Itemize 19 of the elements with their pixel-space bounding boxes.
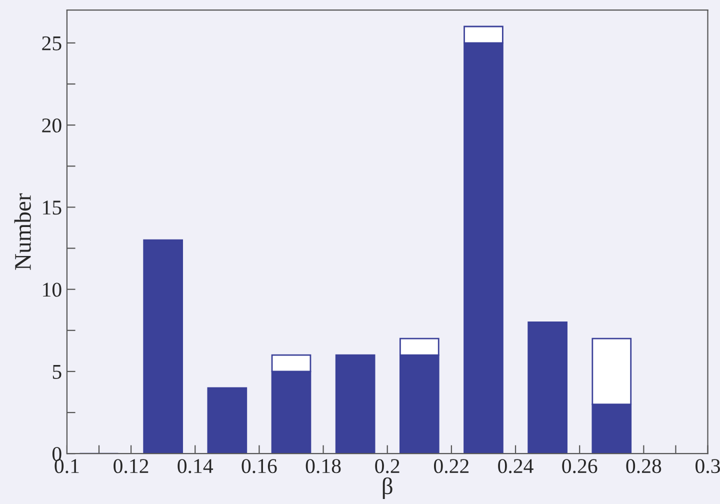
x-tick-label: 0.26 — [562, 459, 598, 474]
x-tick-label: 0.16 — [242, 459, 277, 474]
y-tick-label: 5 — [52, 365, 62, 379]
x-tick-label: 0.3 — [696, 459, 720, 474]
x-tick-label: 0.14 — [178, 459, 214, 474]
x-tick-label: 0.24 — [498, 459, 534, 474]
x-tick-label: 0.1 — [54, 459, 79, 474]
x-tick-label: 0.18 — [306, 459, 341, 474]
y-tick-label: 15 — [43, 200, 62, 215]
y-tick-label: 25 — [42, 36, 62, 50]
x-axis-title: β — [382, 477, 392, 500]
y-axis-title: Number — [14, 193, 31, 270]
y-tick-label: 10 — [43, 282, 62, 297]
x-tick-label: 0.28 — [626, 459, 662, 474]
y-tick-label: 20 — [42, 118, 62, 132]
x-tick-label: 0.2 — [375, 459, 400, 474]
x-tick-label: 0.12 — [114, 459, 148, 474]
y-tick-label: 0 — [52, 446, 62, 462]
x-tick-label: 0.22 — [434, 459, 469, 474]
